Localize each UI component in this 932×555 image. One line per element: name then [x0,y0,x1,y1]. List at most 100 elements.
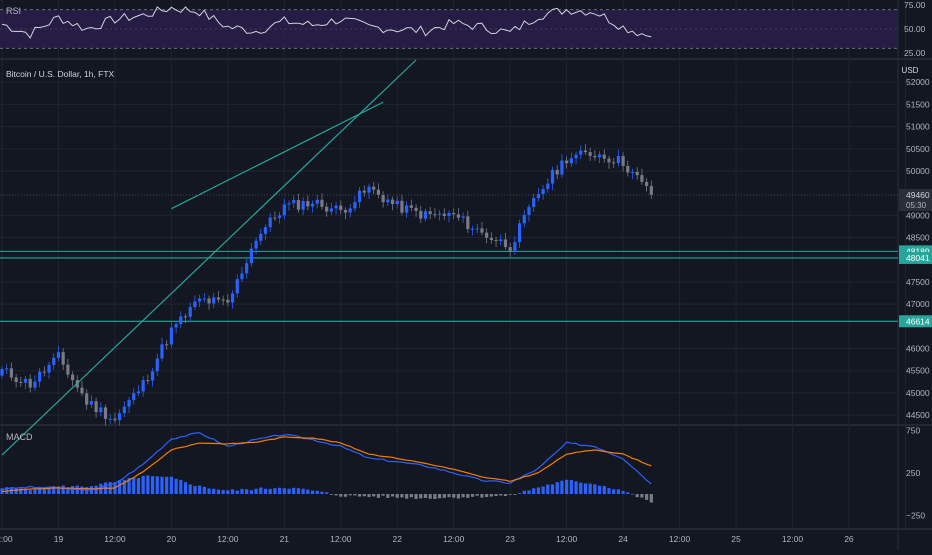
candle-body [235,279,239,294]
price-tick-label: 47500 [906,277,930,287]
candle-body [5,368,9,370]
macd-histogram-bar [362,494,366,497]
candle-body [47,364,51,373]
candle-body [56,352,61,358]
macd-histogram-bar [607,488,611,494]
time-tick-label: 24 [618,534,628,544]
macd-histogram-bar [212,488,216,494]
rsi-pane[interactable]: RSI [0,6,898,49]
price-tick-label: 50000 [906,166,930,176]
macd-histogram-bar [165,476,169,494]
candle-body [226,299,230,303]
candle-body [273,217,277,219]
candle-body [423,211,428,219]
macd-histogram-bar [75,485,79,494]
macd-histogram-bar [386,494,390,498]
macd-histogram-bar [461,494,465,498]
macd-histogram-bar [569,479,573,494]
candle-body [461,216,465,218]
macd-histogram-bar [146,475,150,494]
candle-body [108,418,112,420]
macd-histogram-bar [183,482,188,494]
candle-body [358,190,362,203]
time-axis[interactable]: 12:00 19 12:00 20 12:00 21 12:00 22 12:00 23 12:00… [0,534,854,544]
level-badge [899,245,932,258]
macd-histogram-bar [254,488,258,494]
price-tick-label: 50500 [906,144,930,154]
rsi-band [0,9,898,49]
macd-histogram-bar [19,488,23,494]
macd-histogram-bar [193,485,197,494]
macd-histogram-bar [640,494,644,498]
macd-histogram-bar [14,487,18,494]
trendline [171,101,384,210]
time-tick-label: 12:00 [443,534,465,544]
time-tick-label: 20 [167,534,177,544]
candle-body [541,188,545,195]
macd-histogram-bar [268,488,272,494]
candle-body [485,232,489,238]
price-tick-label: 46000 [906,344,930,354]
macd-pane[interactable]: MACD [0,432,653,503]
signal-line [1,436,652,492]
candle-body [588,152,592,156]
macd-histogram-bar [485,494,489,498]
candle-body [386,199,390,203]
macd-histogram-bar [263,488,268,494]
candle-body [42,371,46,373]
macd-histogram-bar [517,493,522,495]
price-pane[interactable]: Bitcoin / U.S. Dollar, 1h, FTX [0,59,898,456]
macd-histogram-bar [437,494,442,499]
macd-histogram-bar [536,487,540,494]
candle-body [475,228,479,230]
candle-body [169,327,173,345]
time-tick-label: 12:00 [217,534,239,544]
candle-body [122,406,126,414]
candle-body [560,160,564,175]
macd-histogram-bar [372,494,376,497]
candle-body [9,368,14,378]
price-scale[interactable]: USD 75.00 50.00 25.00 52000 51500 51000 50500 5… [899,0,932,520]
candle-body [574,154,578,159]
candle-body [419,210,423,219]
candle-body [550,169,555,184]
candle-body [649,186,653,195]
candle-body [372,186,376,190]
candle-body [259,233,263,241]
macd-histogram-bar [339,494,343,497]
candle-body [452,212,456,215]
macd-histogram-bar [452,494,456,498]
macd-histogram-bar [358,494,362,497]
candle-body [395,200,399,205]
candle-body [146,380,150,382]
macd-histogram-bar [555,482,559,494]
macd-histogram-bar [325,492,329,494]
candle-body [437,213,442,215]
macd-histogram-bar [259,487,263,494]
candle-body [607,158,611,163]
macd-histogram-bar [442,494,446,498]
level-label: 48041 [906,253,930,263]
macd-histogram-bar [310,490,315,494]
candle-body [287,203,291,205]
candle-body [546,183,550,189]
macd-histogram-bar [480,494,484,498]
candle-body [348,208,352,213]
macd-histogram-bar [414,494,418,500]
candle-body [202,298,206,300]
macd-histogram-bar [541,486,545,494]
candle-body [179,316,183,325]
macd-histogram-bar [33,489,37,494]
candle-body [268,217,272,228]
macd-histogram-bar [287,488,291,494]
macd-histogram-bar [597,485,602,494]
macd-histogram-bar [635,494,639,498]
macd-histogram-bar [198,485,202,494]
rsi-line [1,6,652,39]
candle-body [499,239,503,242]
candle-body [640,175,644,182]
